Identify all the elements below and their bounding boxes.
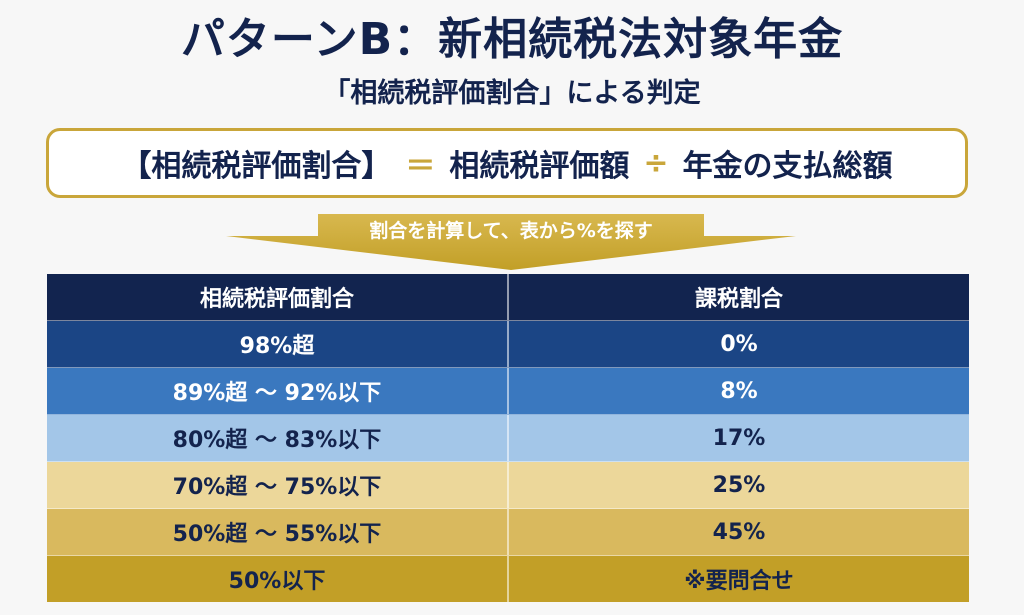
down-arrow: 割合を計算して、表から%を探す [226,214,796,270]
table-header-cell: 相続税評価割合 [47,274,509,320]
table-cell-tax-rate: 8% [720,378,758,404]
table-cell-tax-rate: 0% [720,331,758,357]
formula-term-ratio: 【相続税評価割合】 [121,149,392,184]
table-cell-tax-rate: 45% [712,519,766,545]
table-row: 80%超 ～ 83%以下 17% [47,415,969,462]
table-cell-ratio: 80%超 ～ 83%以下 [47,415,509,461]
table-row: 98%超 0% [47,321,969,368]
table-cell-ratio: 70%超 ～ 75%以下 [47,462,509,508]
table-cell-ratio: 98%超 [47,321,509,367]
down-arrow-shape [226,214,796,270]
tax-ratio-table: 相続税評価割合 課税割合 98%超 0% 89%超 ～ 92%以下 8% 80%… [47,274,969,602]
table-row: 89%超 ～ 92%以下 8% [47,368,969,415]
formula-divide: ÷ [643,145,669,181]
formula-term-valuation: 相続税評価額 [449,149,630,184]
table-header-cell: 課税割合 [694,287,783,312]
arrow-label: 割合を計算して、表から%を探す [369,220,653,242]
page-title: パターンB：新相続税法対象年金 [180,14,844,65]
table-row: 50%以下 ※要問合せ [47,556,969,602]
table-header-row: 相続税評価割合 課税割合 [47,274,969,321]
formula-term-total-payment: 年金の支払総額 [682,149,893,184]
table-cell-ratio: 50%超 ～ 55%以下 [47,509,509,555]
table-cell-ratio: 89%超 ～ 92%以下 [47,368,509,414]
table-row: 70%超 ～ 75%以下 25% [47,462,969,509]
table-cell-tax-rate: ※要問合せ [684,569,794,594]
formula-equals: ＝ [405,149,436,184]
table-cell-tax-rate: 17% [712,425,766,451]
table-cell-ratio: 50%以下 [47,556,509,602]
formula-box: 【相続税評価割合】 ＝ 相続税評価額 ÷ 年金の支払総額 [46,128,968,198]
table-cell-tax-rate: 25% [712,472,766,498]
page-subtitle: 「相続税評価割合」による判定 [323,78,701,109]
table-row: 50%超 ～ 55%以下 45% [47,509,969,556]
